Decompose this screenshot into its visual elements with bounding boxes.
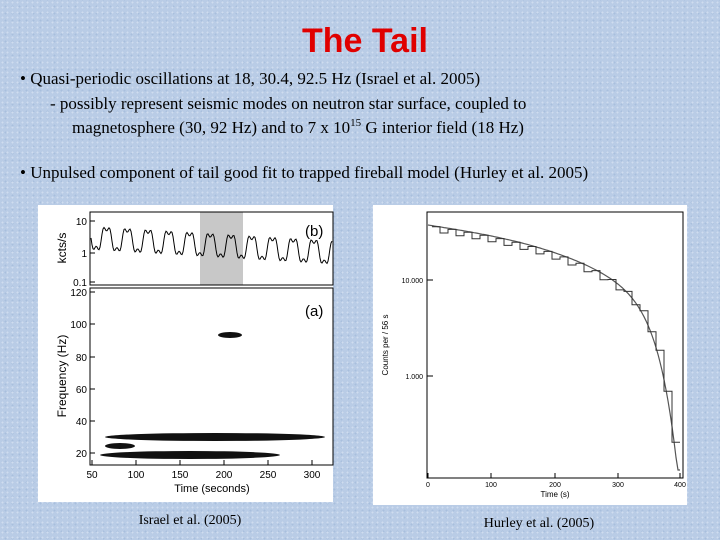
light-curve [90,226,333,265]
feature [218,332,242,338]
superscript: 15 [350,117,362,129]
y-tick-label: 1 [81,249,87,260]
y-tick-label: 40 [76,417,88,428]
axes-frame [89,287,334,466]
x-tick-label: 400 [674,482,686,489]
x-tick-label: 100 [485,482,497,489]
y-tick-label: 20 [76,449,88,460]
figure-background [373,205,687,505]
y-tick-label: 10 [76,217,88,228]
panel-label: (a) [305,303,323,320]
x-tick-label: 200 [216,470,233,481]
data-histogram [432,226,680,443]
x-tick-label: 200 [549,482,561,489]
x-tick-label: 250 [260,470,277,481]
feature [100,451,280,459]
panel-label: (b) [305,223,323,240]
title: The Tail [302,22,428,60]
y-tick-label: 60 [76,385,88,396]
y-axis-label: Counts per / 56 s [381,315,390,376]
caption: Hurley et al. (2005) [484,516,595,531]
x-tick-label: 150 [172,470,189,481]
text: magnetosphere (30, 92 Hz) and to 7 x 10 [72,118,350,137]
highlight-band [200,212,243,285]
axes-frame [89,211,334,286]
y-axis-label: kcts/s [55,233,69,264]
x-tick-label: 50 [86,470,98,481]
bullet: • Quasi-periodic oscillations at 18, 30.… [20,69,480,88]
sub-bullet: magnetosphere (30, 92 Hz) and to 7 x 101… [72,117,524,137]
x-tick-label: 100 [128,470,145,481]
y-tick-label: 120 [70,288,87,299]
x-axis-label: Time (seconds) [174,483,249,495]
y-tick-label: 10.000 [402,278,424,285]
y-tick-label: 1.000 [405,374,423,381]
x-axis-label: Time (s) [540,490,569,499]
y-tick-label: 100 [70,320,87,331]
x-tick-label: 0 [426,482,430,489]
y-tick-label: 0.1 [73,278,87,289]
y-tick-label: 80 [76,353,88,364]
x-tick-label: 300 [304,470,321,481]
bullet: • Unpulsed component of tail good fit to… [20,163,588,182]
caption: Israel et al. (2005) [139,513,242,528]
feature [105,433,325,441]
qpo-features [100,332,325,459]
y-axis-label: Frequency (Hz) [55,335,69,418]
sub-bullet: - possibly represent seismic modes on ne… [50,94,526,113]
x-tick-label: 300 [612,482,624,489]
feature [105,443,135,449]
text: G interior field (18 Hz) [361,118,524,137]
